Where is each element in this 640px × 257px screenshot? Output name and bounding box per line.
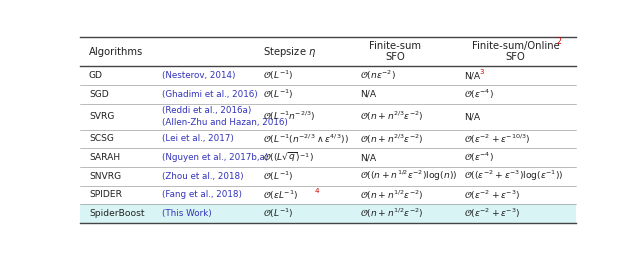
Text: SFO: SFO <box>506 52 525 62</box>
Text: SCSG: SCSG <box>89 134 114 143</box>
Text: $\mathcal{O}(n+n^{2/3}\epsilon^{-2})$: $\mathcal{O}(n+n^{2/3}\epsilon^{-2})$ <box>360 132 424 146</box>
Text: $\mathcal{O}(\epsilon^{-4})$: $\mathcal{O}(\epsilon^{-4})$ <box>465 151 495 164</box>
Text: SNVRG: SNVRG <box>89 172 121 181</box>
Bar <box>80 204 576 223</box>
Text: $\mathcal{O}(L^{-1}n^{-2/3})$: $\mathcal{O}(L^{-1}n^{-2/3})$ <box>262 110 315 123</box>
Text: (Nesterov, 2014): (Nesterov, 2014) <box>162 71 236 80</box>
Text: $\mathcal{O}(L^{-1})$: $\mathcal{O}(L^{-1})$ <box>262 207 293 220</box>
Text: $\mathcal{O}((L\sqrt{q})^{-1})$: $\mathcal{O}((L\sqrt{q})^{-1})$ <box>262 151 314 164</box>
Text: $\mathcal{O}(\epsilon L^{-1})$: $\mathcal{O}(\epsilon L^{-1})$ <box>262 188 298 201</box>
Text: $\mathcal{O}(n+n^{1/2}\epsilon^{-2})$: $\mathcal{O}(n+n^{1/2}\epsilon^{-2})$ <box>360 207 424 220</box>
Text: Finite-sum: Finite-sum <box>369 41 421 51</box>
Text: Finite-sum/Online: Finite-sum/Online <box>472 41 559 51</box>
Text: (Reddi et al., 2016a): (Reddi et al., 2016a) <box>162 106 252 115</box>
Text: $\mathcal{O}(\epsilon^{-4})$: $\mathcal{O}(\epsilon^{-4})$ <box>465 88 495 101</box>
Text: $\mathcal{O}(L^{-1})$: $\mathcal{O}(L^{-1})$ <box>262 69 293 82</box>
Text: SVRG: SVRG <box>89 112 115 121</box>
Text: GD: GD <box>89 71 103 80</box>
Text: $\mathcal{O}(\epsilon^{-2}+\epsilon^{-3})$: $\mathcal{O}(\epsilon^{-2}+\epsilon^{-3}… <box>465 207 520 220</box>
Text: $\mathcal{O}(n+n^{1/2}\epsilon^{-2})$: $\mathcal{O}(n+n^{1/2}\epsilon^{-2})$ <box>360 188 424 201</box>
Text: N/A: N/A <box>360 153 376 162</box>
Text: $\mathcal{O}(n\epsilon^{-2})$: $\mathcal{O}(n\epsilon^{-2})$ <box>360 69 396 82</box>
Text: $\mathcal{O}(\epsilon^{-2}+\epsilon^{-10/3})$: $\mathcal{O}(\epsilon^{-2}+\epsilon^{-10… <box>465 132 531 146</box>
Text: 4: 4 <box>315 188 319 194</box>
Text: (Lei et al., 2017): (Lei et al., 2017) <box>162 134 234 143</box>
Text: 2: 2 <box>557 37 562 46</box>
Text: N/A: N/A <box>360 90 376 99</box>
Text: $\mathcal{O}((n+n^{1/2}\epsilon^{-2})\log(n))$: $\mathcal{O}((n+n^{1/2}\epsilon^{-2})\lo… <box>360 169 458 183</box>
Text: 3: 3 <box>479 69 484 75</box>
Text: $\mathcal{O}(n+n^{2/3}\epsilon^{-2})$: $\mathcal{O}(n+n^{2/3}\epsilon^{-2})$ <box>360 110 424 123</box>
Text: SFO: SFO <box>385 52 405 62</box>
Text: $\mathcal{O}(L^{-1}(n^{-2/3}\wedge\epsilon^{4/3}))$: $\mathcal{O}(L^{-1}(n^{-2/3}\wedge\epsil… <box>262 132 348 146</box>
Text: (This Work): (This Work) <box>162 209 212 218</box>
Text: N/A: N/A <box>465 112 481 121</box>
Text: (Ghadimi et al., 2016): (Ghadimi et al., 2016) <box>162 90 257 99</box>
Text: (Nguyen et al., 2017b,a): (Nguyen et al., 2017b,a) <box>162 153 268 162</box>
Text: (Allen-Zhu and Hazan, 2016): (Allen-Zhu and Hazan, 2016) <box>162 118 288 127</box>
Text: Algorithms: Algorithms <box>89 47 143 57</box>
Text: SARAH: SARAH <box>89 153 120 162</box>
Text: (Fang et al., 2018): (Fang et al., 2018) <box>162 190 242 199</box>
Text: $\mathcal{O}(L^{-1})$: $\mathcal{O}(L^{-1})$ <box>262 88 293 101</box>
Text: (Zhou et al., 2018): (Zhou et al., 2018) <box>162 172 243 181</box>
Text: N/A: N/A <box>465 71 481 80</box>
Text: Stepsize $\eta$: Stepsize $\eta$ <box>262 44 316 59</box>
Text: SGD: SGD <box>89 90 109 99</box>
Text: SpiderBoost: SpiderBoost <box>89 209 145 218</box>
Text: $\mathcal{O}((\epsilon^{-2}+\epsilon^{-3})\log(\epsilon^{-1}))$: $\mathcal{O}((\epsilon^{-2}+\epsilon^{-3… <box>465 169 564 183</box>
Text: $\mathcal{O}(\epsilon^{-2}+\epsilon^{-3})$: $\mathcal{O}(\epsilon^{-2}+\epsilon^{-3}… <box>465 188 520 201</box>
Text: SPIDER: SPIDER <box>89 190 122 199</box>
Text: $\mathcal{O}(L^{-1})$: $\mathcal{O}(L^{-1})$ <box>262 170 293 183</box>
